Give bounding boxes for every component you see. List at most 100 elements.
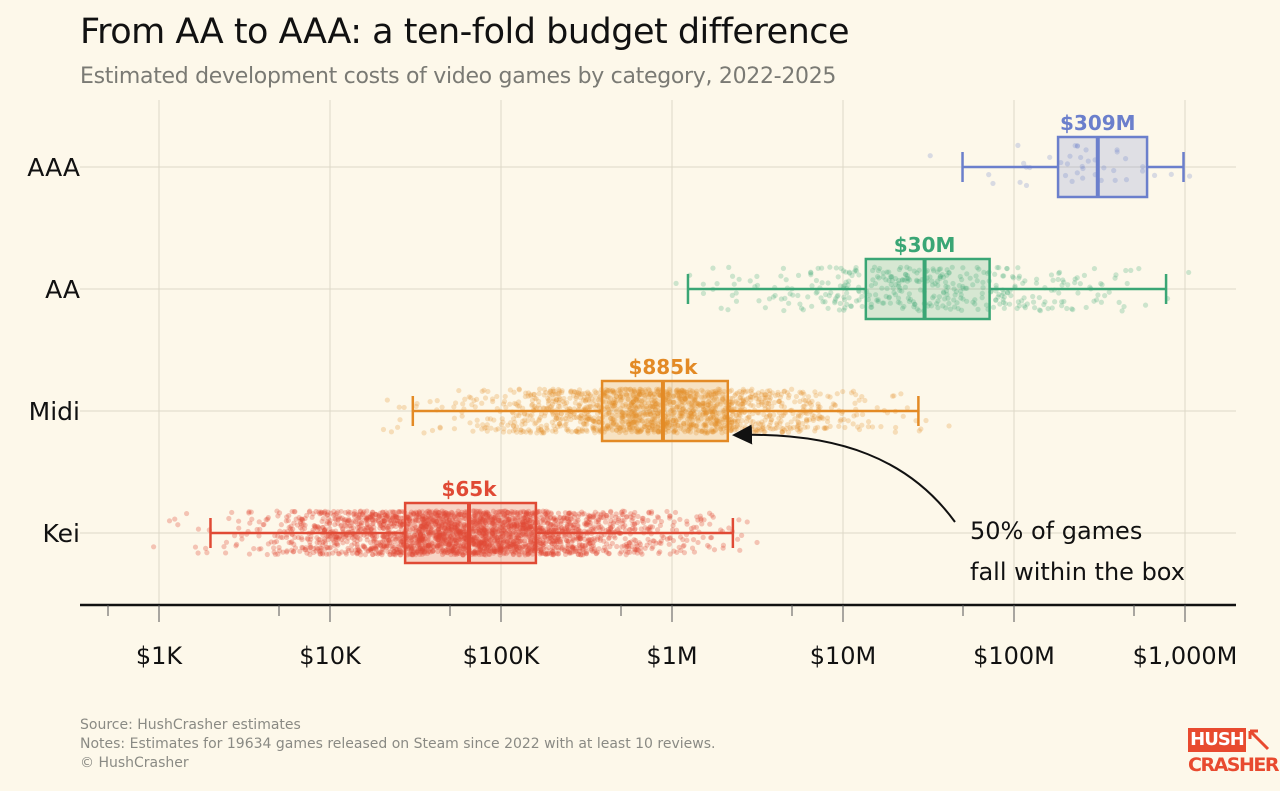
- data-point: [626, 543, 632, 549]
- data-point: [586, 397, 592, 403]
- data-point: [637, 389, 643, 395]
- data-point: [707, 400, 713, 407]
- data-point: [774, 420, 780, 426]
- data-point: [679, 403, 685, 409]
- data-point: [617, 389, 623, 395]
- data-point: [1036, 294, 1042, 301]
- data-point: [828, 405, 835, 411]
- data-point: [979, 290, 985, 296]
- data-point: [898, 264, 904, 271]
- data-point: [970, 282, 976, 288]
- data-point: [848, 303, 854, 309]
- data-point: [565, 428, 571, 434]
- data-point: [527, 544, 533, 551]
- data-point: [425, 529, 431, 536]
- data-point: [710, 412, 716, 418]
- data-point: [507, 401, 513, 407]
- data-point: [940, 274, 947, 280]
- data-point: [620, 394, 626, 401]
- data-point: [505, 538, 511, 545]
- data-point: [680, 427, 687, 433]
- data-point: [524, 412, 531, 418]
- data-point: [544, 425, 550, 431]
- data-point: [488, 425, 494, 431]
- data-point: [951, 304, 958, 310]
- data-point: [429, 524, 435, 530]
- data-point: [896, 266, 903, 273]
- data-point: [884, 269, 890, 275]
- data-point: [802, 397, 809, 404]
- data-point: [490, 526, 496, 533]
- data-point: [725, 307, 731, 313]
- data-point: [707, 415, 713, 421]
- data-point: [482, 395, 489, 401]
- data-point: [856, 397, 862, 403]
- data-point: [853, 298, 860, 304]
- data-point: [479, 426, 485, 432]
- data-point: [993, 297, 999, 303]
- data-point: [722, 422, 728, 429]
- data-point: [740, 401, 746, 407]
- data-point: [694, 416, 700, 422]
- data-point: [558, 411, 565, 417]
- data-point: [545, 398, 551, 404]
- data-point: [340, 540, 346, 546]
- median-label: $309M: [1060, 111, 1136, 135]
- data-point: [693, 430, 699, 436]
- data-point: [605, 394, 611, 400]
- data-point: [603, 386, 609, 393]
- data-point: [437, 532, 443, 538]
- data-point: [710, 265, 716, 271]
- data-point: [471, 535, 477, 541]
- data-point: [529, 417, 536, 423]
- data-point: [871, 264, 878, 270]
- data-point: [695, 418, 701, 424]
- data-point: [489, 530, 496, 536]
- data-point: [649, 397, 655, 403]
- data-point: [762, 405, 768, 411]
- data-point: [843, 269, 849, 275]
- data-point: [586, 404, 592, 410]
- data-point: [557, 404, 563, 410]
- data-point: [576, 402, 582, 408]
- data-point: [703, 410, 709, 416]
- data-point: [334, 541, 340, 547]
- data-point: [674, 549, 680, 555]
- data-point: [693, 394, 699, 400]
- data-point: [680, 422, 687, 428]
- data-point: [667, 513, 673, 519]
- data-point: [818, 414, 824, 420]
- data-point: [815, 415, 821, 422]
- data-point: [826, 293, 832, 299]
- data-point: [516, 529, 522, 535]
- data-point: [637, 391, 643, 397]
- data-point: [689, 413, 695, 419]
- data-point: [1114, 147, 1120, 153]
- data-point: [744, 388, 751, 394]
- data-point: [613, 398, 620, 404]
- data-point: [592, 397, 598, 404]
- data-point: [222, 550, 229, 556]
- data-point: [916, 307, 922, 314]
- data-point: [1049, 305, 1055, 311]
- data-point: [678, 393, 684, 399]
- data-point: [766, 394, 772, 400]
- data-point: [575, 429, 581, 435]
- data-point: [817, 391, 823, 397]
- data-point: [628, 402, 635, 409]
- data-point: [541, 430, 547, 436]
- data-point: [524, 526, 530, 532]
- data-point: [377, 522, 383, 528]
- data-point: [419, 541, 425, 548]
- data-point: [540, 539, 546, 545]
- data-point: [735, 536, 741, 542]
- data-point: [389, 543, 395, 550]
- data-point: [852, 400, 858, 406]
- data-point: [841, 297, 848, 303]
- data-point: [761, 392, 768, 398]
- data-point: [887, 274, 894, 280]
- data-point: [471, 551, 477, 557]
- data-point: [628, 427, 634, 433]
- data-point: [781, 404, 787, 410]
- data-point: [542, 518, 548, 524]
